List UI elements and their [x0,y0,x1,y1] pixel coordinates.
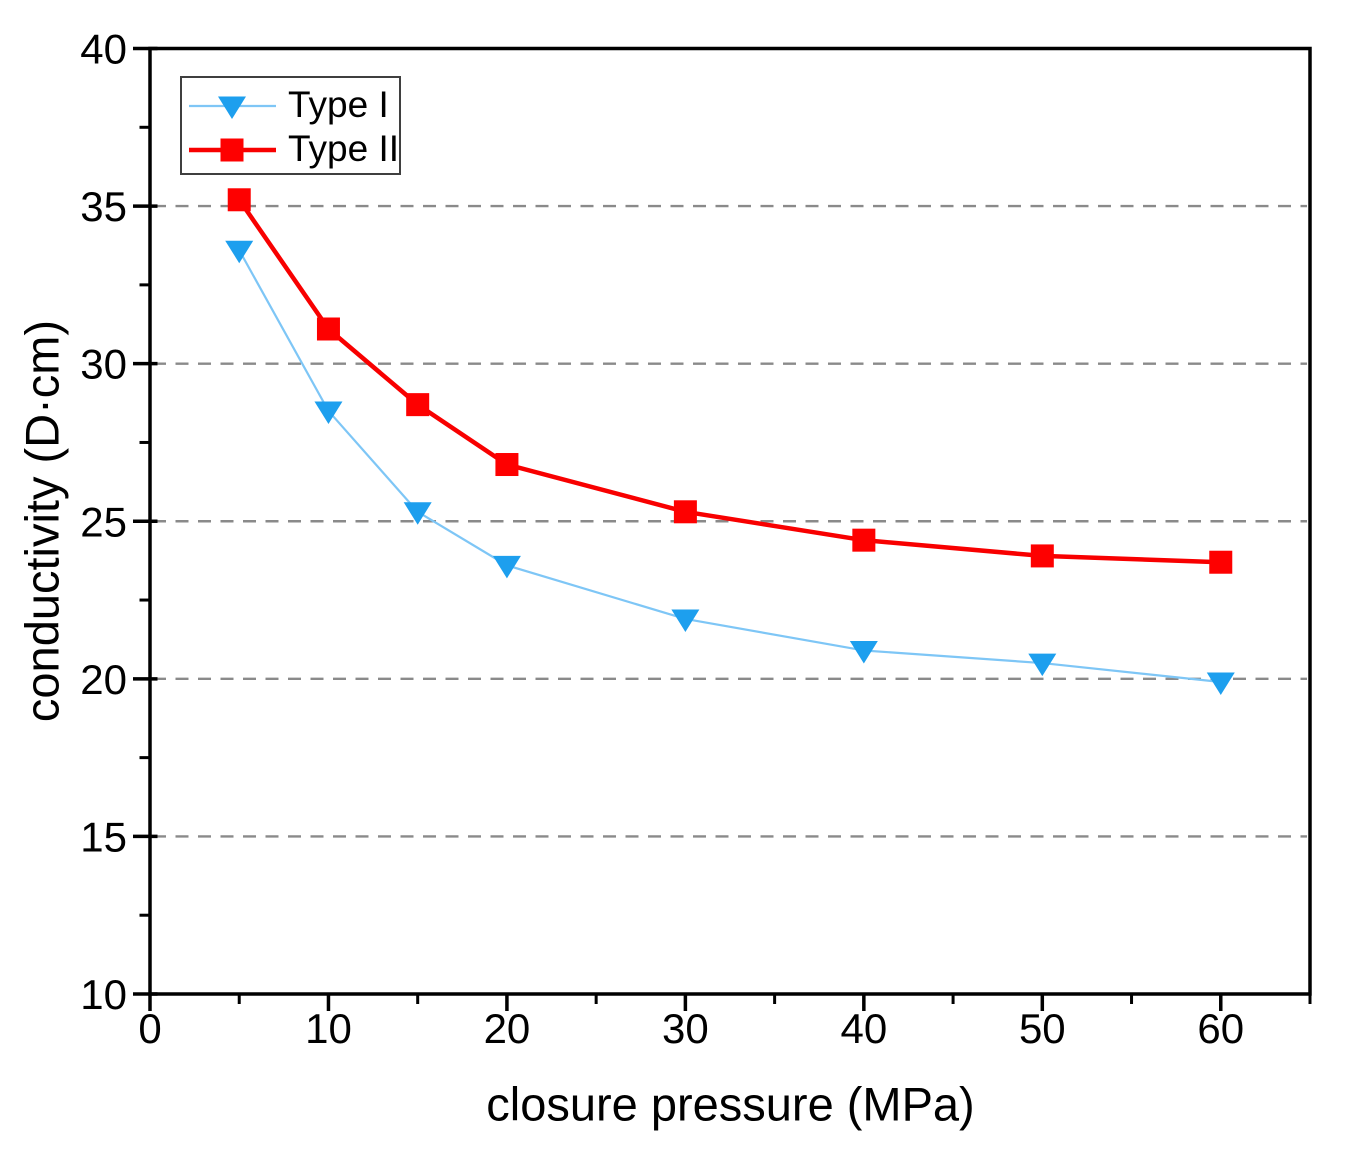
series-type-ii-marker-4 [673,500,697,524]
series-type-ii-line [237,198,1221,565]
x-axis-title: closure pressure (MPa) [486,1077,975,1131]
series-type-ii-marker-3 [495,453,519,477]
y-tick-label-30: 30 [80,341,127,388]
legend-marker-1 [220,138,244,162]
legend-label-type-ii: Type II [288,128,400,170]
y-tick-label-15: 15 [80,813,127,860]
series-type-i-marker-1 [314,401,343,424]
y-axis-title: conductivity (D·cm) [15,319,69,723]
legend [180,76,401,175]
x-tick-label-0: 0 [138,1005,161,1052]
series-type-i-line [238,249,1221,684]
legend-box [180,76,401,175]
x-tick-label-30: 30 [662,1005,709,1052]
legend-marker-0 [218,96,246,119]
x-tick-label-40: 40 [840,1005,887,1052]
series-type-ii-marker-7 [1209,550,1233,574]
series-type-i-marker-5 [849,640,878,664]
x-tick-label-60: 60 [1197,1005,1244,1052]
y-tick-label-35: 35 [80,183,127,230]
y-tick-label-20: 20 [80,656,127,703]
series-type-i-marker-2 [403,502,432,525]
y-tick-label-10: 10 [80,971,127,1018]
series-type-i-marker-4 [671,609,700,632]
y-tick-label-25: 25 [80,498,127,545]
x-tick-label-10: 10 [305,1005,352,1052]
series-type-i-marker-3 [492,555,521,579]
series-type-i-marker-6 [1028,653,1057,677]
series-type-i-marker-7 [1206,672,1235,695]
plot-frame [148,46,1312,996]
x-tick-label-20: 20 [484,1005,531,1052]
legend-label-type-i: Type I [288,84,389,126]
series-type-ii-marker-6 [1030,544,1054,568]
x-tick-label-50: 50 [1019,1005,1066,1052]
series-type-ii-marker-2 [406,393,430,417]
y-tick-label-40: 40 [80,26,127,73]
series-type-ii-marker-5 [852,528,876,552]
series-type-ii [227,188,1233,574]
series-type-ii-marker-1 [316,317,340,341]
series-type-i [225,240,1235,695]
series-type-i-marker-0 [225,240,254,264]
series-type-ii-marker-0 [227,188,251,212]
